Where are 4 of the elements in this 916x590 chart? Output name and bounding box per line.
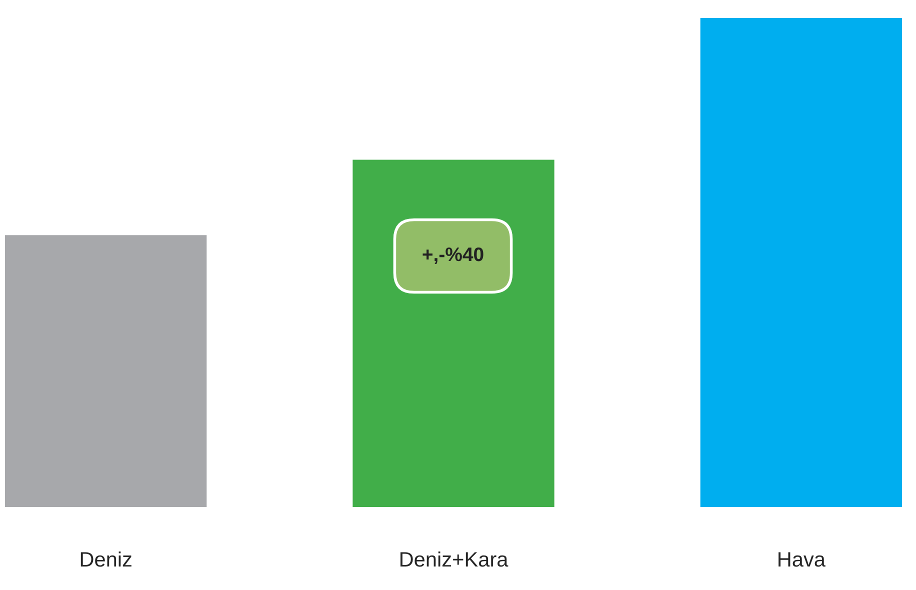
annotation: +,-%40 bbox=[422, 247, 484, 264]
x-tick-label: Deniz bbox=[80, 551, 132, 567]
x-tick-label: Deniz+Kara bbox=[400, 551, 508, 567]
x-tick-label: Hava bbox=[778, 552, 826, 567]
